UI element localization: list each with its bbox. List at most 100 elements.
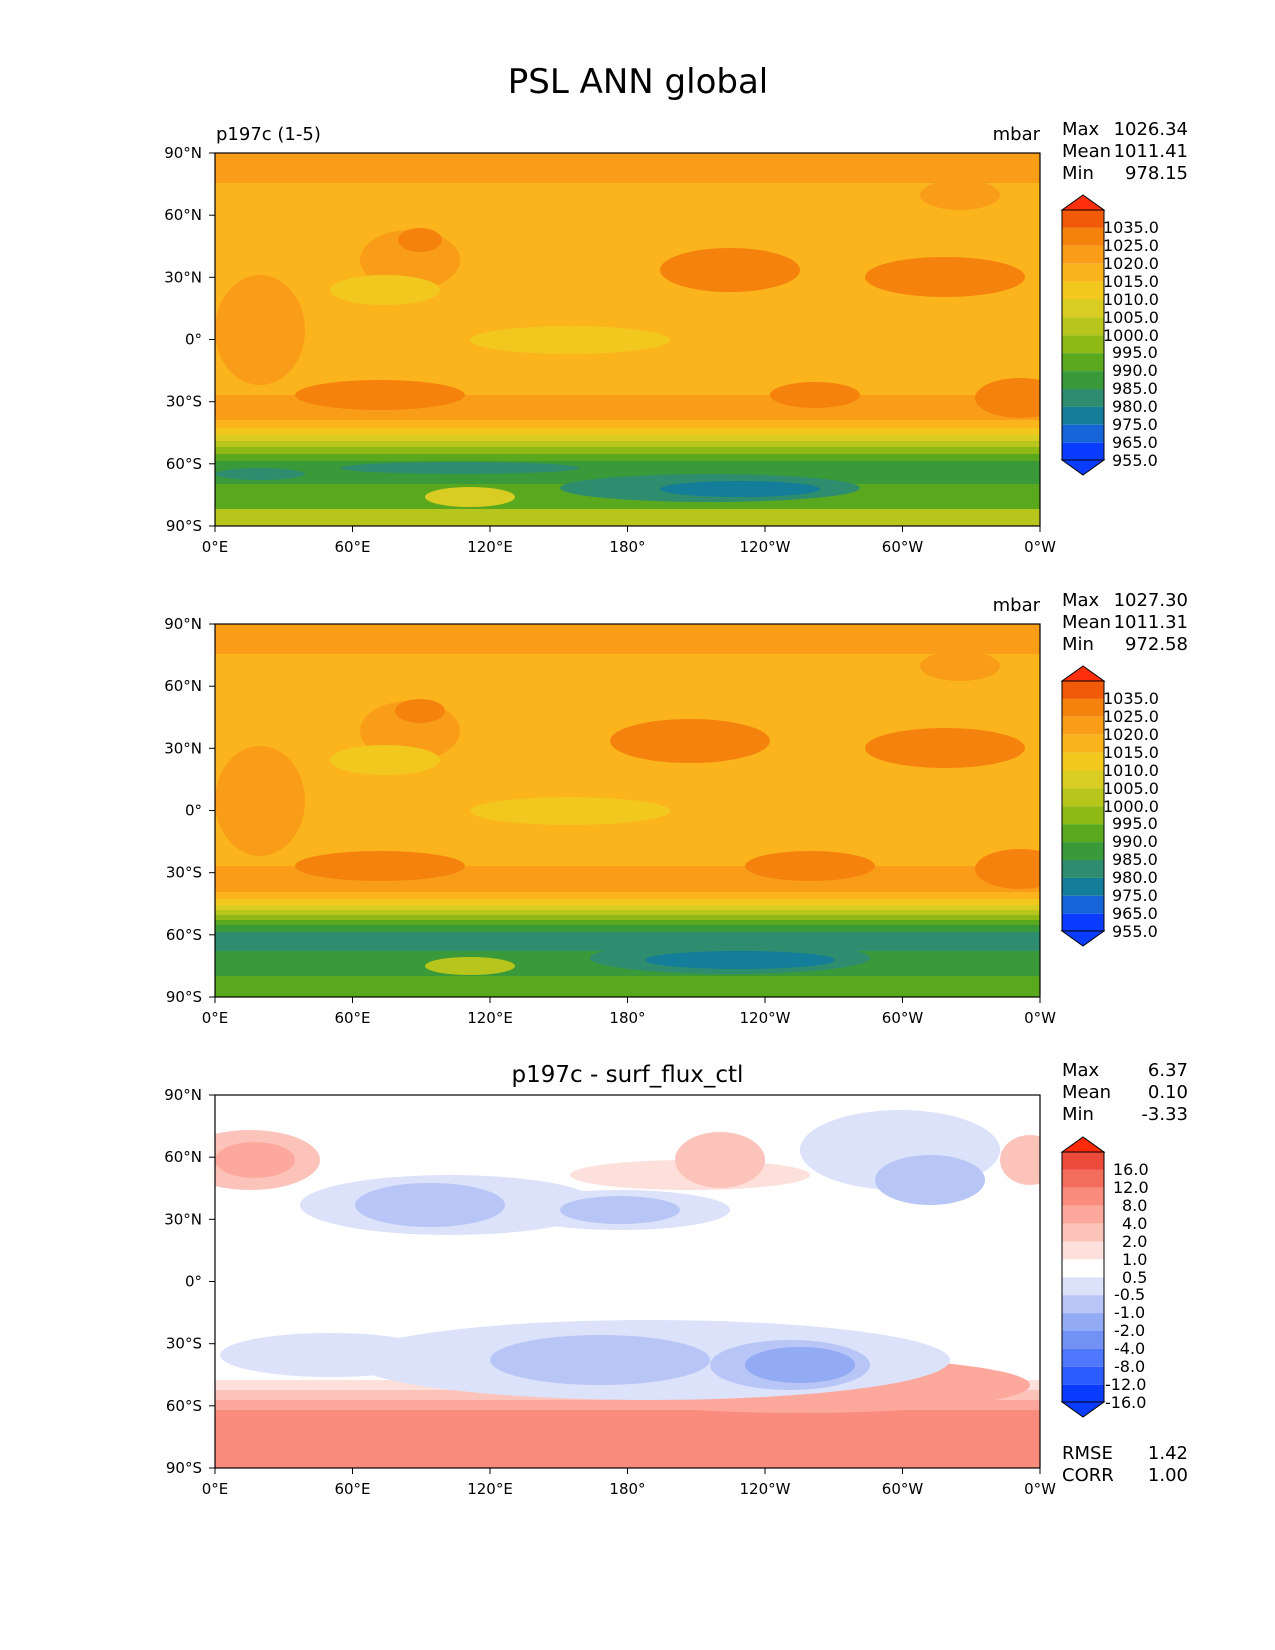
- stat-value: 1026.34: [1114, 119, 1188, 140]
- y-tick-label: 0°: [185, 331, 202, 349]
- map-blob: [660, 248, 800, 292]
- panel-center-title: p197c - surf_flux_ctl: [512, 1062, 744, 1088]
- colorbar-label: 12.0: [1113, 1178, 1149, 1197]
- map-blob: [470, 326, 670, 354]
- y-tick-label: 0°: [185, 1273, 202, 1291]
- map-band: [215, 899, 1040, 906]
- colorbar-label: 1035.0: [1103, 689, 1159, 708]
- map-blob: [215, 746, 305, 856]
- map-area: [215, 153, 1040, 526]
- stat-value: 1011.31: [1114, 612, 1188, 633]
- colorbar-label: 975.0: [1112, 886, 1158, 905]
- stats: Max 6.37 Mean 0.10 Min -3.33: [1062, 1060, 1188, 1125]
- stats: Max 1027.30 Mean 1011.31 Min 972.58: [1062, 590, 1188, 655]
- colorbar-label: 1.0: [1122, 1250, 1147, 1269]
- map-blob: [215, 468, 305, 480]
- colorbar-label: -2.0: [1114, 1321, 1145, 1340]
- y-tick-label: 30°N: [164, 1210, 202, 1228]
- y-tick-label: 30°S: [166, 1335, 202, 1353]
- colorbar-label: 4.0: [1122, 1214, 1147, 1233]
- y-tick-label: 30°N: [164, 268, 202, 286]
- map-band: [215, 892, 1040, 901]
- x-ticks: 0°E 60°E 120°E 180° 120°W 60°W 0°W: [202, 997, 1056, 1027]
- x-tick-label: 60°E: [334, 538, 370, 556]
- map-blob: [490, 1335, 710, 1385]
- x-tick-label: 60°E: [334, 1480, 370, 1498]
- colorbar-label: -16.0: [1105, 1393, 1146, 1412]
- panel-units: mbar: [993, 595, 1041, 616]
- x-tick-label: 120°E: [467, 1480, 513, 1498]
- colorbar-label: 1000.0: [1103, 326, 1159, 345]
- y-tick-label: 90°N: [164, 615, 202, 633]
- x-tick-label: 60°W: [882, 1480, 924, 1498]
- colorbar-label: 980.0: [1112, 397, 1158, 416]
- colorbar-label: 1025.0: [1103, 707, 1159, 726]
- map-blob: [560, 1196, 680, 1224]
- colorbar: 16.0 12.0 8.0 4.0 2.0 1.0 0.5 -0.5 -1.0 …: [1060, 1136, 1149, 1418]
- map-blob: [875, 1155, 985, 1205]
- y-tick-label: 60°S: [166, 926, 202, 944]
- panel-units: mbar: [993, 124, 1041, 145]
- y-tick-label: 60°N: [164, 206, 202, 224]
- map-blob: [340, 462, 580, 474]
- figure-title: PSL ANN global: [508, 62, 768, 102]
- colorbar-label: 1005.0: [1103, 779, 1159, 798]
- colorbar-label: 955.0: [1112, 922, 1158, 941]
- x-tick-label: 0°W: [1024, 1009, 1056, 1027]
- map-band: [215, 905, 1040, 911]
- stat-label: Min: [1062, 163, 1094, 184]
- map-blob: [865, 257, 1025, 297]
- colorbar-label: 985.0: [1112, 850, 1158, 869]
- map-band: [215, 441, 1040, 448]
- x-tick-label: 0°W: [1024, 1480, 1056, 1498]
- x-tick-label: 60°W: [882, 538, 924, 556]
- colorbar-label: -12.0: [1105, 1375, 1146, 1394]
- y-tick-label: 30°N: [164, 739, 202, 757]
- y-tick-label: 30°S: [166, 864, 202, 882]
- colorbar-top-arrow: [1060, 1136, 1106, 1153]
- colorbar-label: 1005.0: [1103, 308, 1159, 327]
- stat-value: 1011.41: [1114, 141, 1188, 162]
- x-tick-label: 0°E: [202, 538, 229, 556]
- stats: Max 1026.34 Mean 1011.41 Min 978.15: [1062, 119, 1188, 184]
- colorbar-label: 995.0: [1112, 814, 1158, 833]
- y-tick-label: 60°S: [166, 1397, 202, 1415]
- map-band: [215, 435, 1040, 442]
- x-ticks: 0°E 60°E 120°E 180° 120°W 60°W 0°W: [202, 1468, 1056, 1498]
- stat-label: RMSE: [1062, 1443, 1113, 1464]
- map-blob: [745, 1347, 855, 1383]
- stat-value: 1.42: [1148, 1443, 1188, 1464]
- map-blob: [425, 487, 515, 507]
- map-band: [215, 428, 1040, 436]
- map-blob: [395, 699, 445, 723]
- colorbar-label: 1000.0: [1103, 797, 1159, 816]
- x-tick-label: 0°E: [202, 1009, 229, 1027]
- stat-label: Max: [1062, 590, 1100, 611]
- colorbar-label: 1035.0: [1103, 218, 1159, 237]
- colorbar-label: 1020.0: [1103, 254, 1159, 273]
- stat-value: 6.37: [1148, 1060, 1188, 1081]
- x-tick-label: 180°: [609, 538, 645, 556]
- x-tick-label: 180°: [609, 1480, 645, 1498]
- map-band: [215, 447, 1040, 455]
- extra-stats: RMSE 1.42 CORR 1.00: [1062, 1443, 1188, 1486]
- y-ticks: 90°N 60°N 30°N 0° 30°S 60°S 90°S: [164, 1086, 215, 1477]
- y-tick-label: 90°N: [164, 144, 202, 162]
- stat-value: 978.15: [1125, 163, 1188, 184]
- colorbar-label: 995.0: [1112, 343, 1158, 362]
- colorbar-label: 955.0: [1112, 451, 1158, 470]
- x-tick-label: 120°W: [740, 1009, 791, 1027]
- map-blob: [295, 851, 465, 881]
- y-tick-label: 90°N: [164, 1086, 202, 1104]
- colorbar-label: -1.0: [1114, 1303, 1145, 1322]
- colorbar-label: -8.0: [1114, 1357, 1145, 1376]
- map-blob: [398, 228, 442, 252]
- stat-value: 1027.30: [1114, 590, 1188, 611]
- map-blob: [295, 380, 465, 410]
- map-band: [215, 932, 1040, 952]
- colorbar-label: 1025.0: [1103, 236, 1159, 255]
- y-tick-label: 90°S: [166, 517, 202, 535]
- x-ticks: 0°E 60°E 120°E 180° 120°W 60°W 0°W: [202, 526, 1056, 556]
- x-tick-label: 0°E: [202, 1480, 229, 1498]
- colorbar-label: -0.5: [1114, 1285, 1145, 1304]
